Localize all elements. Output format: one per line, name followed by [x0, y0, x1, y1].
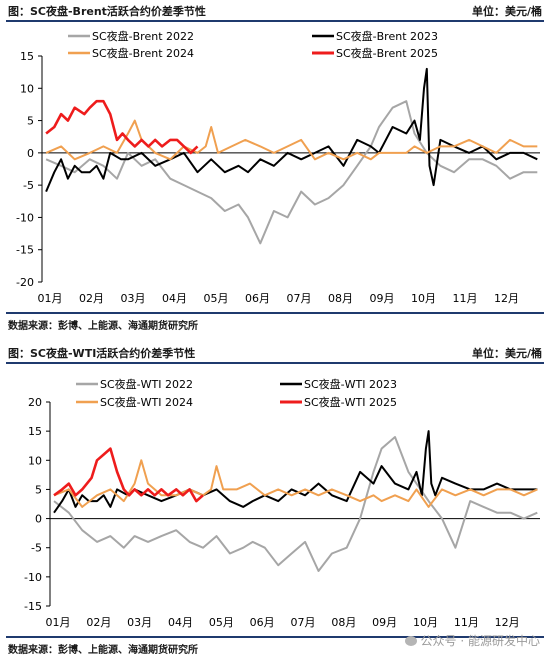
series-line-s2022	[53, 436, 538, 572]
series-line-s2024	[53, 459, 538, 508]
chart-title-bar: 图：SC夜盘-WTI活跃合约价差季节性 单位：美元/桶	[6, 342, 544, 364]
chart-unit: 单位：美元/桶	[471, 347, 542, 360]
x-tick-label: 01月	[46, 616, 71, 629]
x-tick-label: 01月	[38, 292, 63, 305]
x-tick-label: 05月	[209, 616, 234, 629]
series-line-s2025	[45, 99, 199, 155]
legend-label: SC夜盘-Brent 2023	[336, 29, 438, 43]
wti-spread-chart: 20 15 10 5 0 -5 -10 -15 01月 02月 03月 04月 05月 06月 07月 08月…	[24, 377, 540, 629]
source-note: 数据来源：彭博、上能源、海通期货研究所	[8, 321, 198, 332]
chart-title: 图：SC夜盘-WTI活跃合约价差季节性	[8, 347, 196, 360]
x-tick-label: 11月	[453, 292, 478, 305]
wechat-icon	[404, 636, 417, 646]
x-tick-label: 07月	[287, 292, 312, 305]
legend-label: SC夜盘-WTI 2024	[100, 395, 193, 409]
watermark-text: 公众号 · 能源研发中心	[420, 634, 540, 648]
legend-label: SC夜盘-Brent 2025	[336, 46, 438, 60]
legend-label: SC夜盘-Brent 2022	[92, 29, 194, 43]
y-tick-label: -15	[24, 600, 42, 613]
y-tick-label: -10	[24, 571, 42, 584]
x-tick-label: 04月	[168, 616, 193, 629]
y-tick-label: -5	[23, 179, 34, 192]
y-tick-label: 15	[20, 50, 34, 63]
chart-unit: 单位：美元/桶	[471, 5, 542, 18]
chart-panel-wti: 图：SC夜盘-WTI活跃合约价差季节性 单位：美元/桶 20 15 10 5 0 -5 -1…	[0, 342, 550, 659]
chart-title-bar: 图：SC夜盘-Brent活跃合约价差季节性 单位：美元/桶	[6, 0, 544, 22]
source-bar: 数据来源：彭博、上能源、海通期货研究所	[6, 636, 544, 656]
x-tick-label: 03月	[121, 292, 146, 305]
legend-label: SC夜盘-Brent 2024	[92, 46, 194, 60]
x-tick-label: 12月	[495, 616, 520, 629]
series-line-s2025	[53, 447, 204, 503]
x-tick-label: 02月	[86, 616, 111, 629]
legend-label: SC夜盘-WTI 2022	[100, 377, 193, 391]
y-tick-label: 0	[35, 513, 42, 526]
watermark: 公众号 · 能源研发中心	[404, 632, 540, 649]
x-tick-label: 10月	[413, 616, 438, 629]
x-tick-label: 06月	[250, 616, 275, 629]
legend-label: SC夜盘-WTI 2025	[304, 395, 397, 409]
y-tick-label: 5	[27, 115, 34, 128]
source-bar: 数据来源：彭博、上能源、海通期货研究所	[6, 312, 544, 332]
y-tick-label: 15	[28, 425, 42, 438]
source-note: 数据来源：彭博、上能源、海通期货研究所	[8, 645, 198, 656]
legend-label: SC夜盘-WTI 2023	[304, 377, 397, 391]
series-line-s2024	[45, 119, 538, 161]
x-tick-label: 06月	[245, 292, 270, 305]
y-tick-label: -15	[16, 244, 34, 257]
x-tick-label: 08月	[328, 292, 353, 305]
y-tick-label: 20	[28, 396, 42, 409]
y-tick-label: -5	[31, 542, 42, 555]
x-tick-label: 10月	[411, 292, 436, 305]
x-tick-label: 02月	[79, 292, 104, 305]
x-tick-label: 04月	[162, 292, 187, 305]
series-line-s2023	[53, 430, 538, 514]
y-tick-label: -20	[16, 276, 34, 289]
x-tick-label: 12月	[494, 292, 519, 305]
chart-title: 图：SC夜盘-Brent活跃合约价差季节性	[8, 5, 206, 18]
x-tick-label: 07月	[291, 616, 316, 629]
y-tick-label: 10	[28, 454, 42, 467]
x-tick-label: 03月	[127, 616, 152, 629]
x-tick-label: 11月	[454, 616, 479, 629]
chart-panel-brent: 图：SC夜盘-Brent活跃合约价差季节性 单位：美元/桶 15 10 5 0 -5 -1…	[6, 0, 544, 332]
x-tick-label: 05月	[204, 292, 229, 305]
brent-spread-chart: 15 10 5 0 -5 -10 -15 -20 01月 02月 03月 04月 05月 06月 07月 08…	[16, 29, 540, 305]
y-tick-label: 5	[35, 483, 42, 496]
series-line-s2023	[45, 67, 538, 192]
y-tick-label: -10	[16, 211, 34, 224]
x-tick-label: 09月	[370, 292, 395, 305]
x-tick-label: 09月	[372, 616, 397, 629]
y-tick-label: 10	[20, 82, 34, 95]
series-line-s2022	[45, 100, 538, 245]
y-tick-label: 0	[27, 147, 34, 160]
x-tick-label: 08月	[331, 616, 356, 629]
